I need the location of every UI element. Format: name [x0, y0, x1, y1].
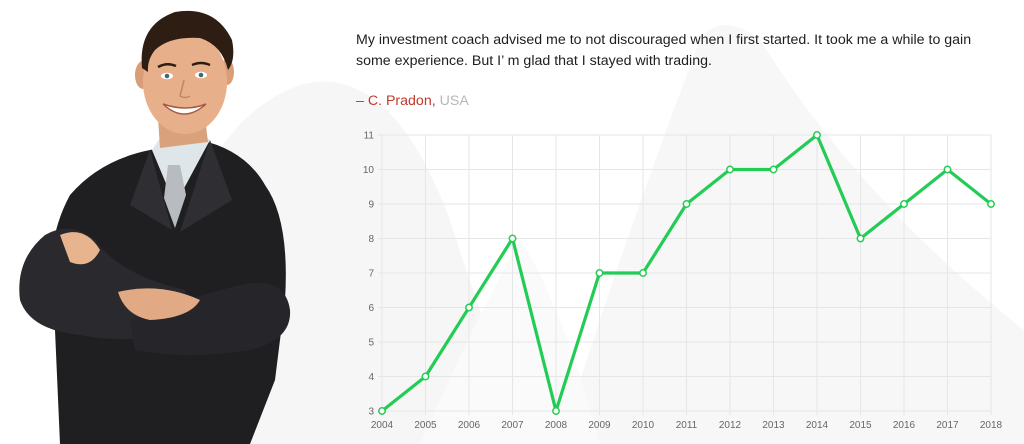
data-point [943, 165, 952, 174]
y-tick-label: 4 [368, 372, 374, 383]
x-tick-label: 2017 [936, 420, 959, 431]
author-separator: , [431, 93, 440, 109]
x-tick-label: 2007 [501, 420, 524, 431]
data-point [421, 372, 430, 381]
y-tick-label: 10 [363, 165, 375, 176]
author-country: USA [439, 93, 469, 109]
x-tick-label: 2016 [893, 420, 916, 431]
y-tick-label: 5 [368, 338, 374, 349]
y-tick-label: 7 [368, 269, 374, 280]
x-tick-label: 2018 [980, 420, 1003, 431]
x-tick-label: 2006 [458, 420, 481, 431]
testimonial-author: – C. Pradon, USA [356, 91, 469, 111]
data-point [769, 165, 778, 174]
businessman-portrait [19, 10, 291, 444]
x-tick-label: 2010 [632, 420, 655, 431]
x-tick-label: 2005 [414, 420, 437, 431]
data-point [987, 200, 995, 208]
x-tick-label: 2012 [719, 420, 742, 431]
y-tick-label: 3 [368, 407, 374, 418]
data-point [813, 131, 821, 139]
x-tick-label: 2008 [545, 420, 568, 431]
y-tick-label: 6 [368, 303, 374, 314]
data-point [508, 234, 517, 243]
data-point [465, 303, 473, 312]
x-tick-label: 2004 [371, 420, 394, 431]
x-tick-label: 2013 [762, 420, 785, 431]
data-point [726, 165, 734, 174]
data-point [900, 200, 908, 208]
x-tick-label: 2014 [806, 420, 829, 431]
y-tick-label: 8 [368, 234, 374, 245]
data-point [378, 407, 386, 415]
data-point [856, 234, 865, 243]
testimonial-quote: My investment coach advised me to not di… [356, 32, 972, 69]
x-tick-label: 2009 [588, 420, 611, 431]
y-tick-label: 11 [364, 131, 375, 142]
x-tick-label: 2015 [849, 420, 872, 431]
author-name: – C. Pradon [356, 93, 432, 109]
data-point [595, 269, 604, 277]
y-tick-label: 9 [368, 200, 374, 211]
performance-line-chart: 3 4 5 6 7 8 9 10 11 2004 2005 2006 2007 2008 2009 2010 2… [363, 131, 1003, 432]
data-point [552, 407, 560, 415]
data-point [639, 269, 647, 277]
x-tick-label: 2011 [676, 420, 698, 431]
data-point [682, 200, 691, 208]
